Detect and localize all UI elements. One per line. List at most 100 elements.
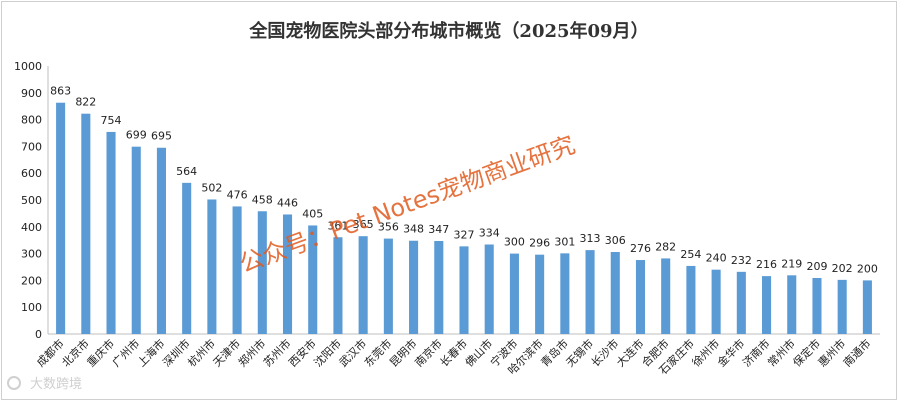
data-label: 216 — [756, 258, 777, 271]
bar — [862, 280, 872, 334]
x-tick-label: 常州市 — [765, 336, 798, 369]
y-tick-label: 900 — [21, 87, 42, 100]
bar — [787, 275, 797, 334]
data-label: 313 — [580, 232, 601, 245]
y-tick-label: 400 — [21, 221, 42, 234]
x-tick-label: 武汉市 — [336, 336, 369, 369]
bar — [282, 214, 293, 334]
data-label: 296 — [529, 237, 550, 250]
data-label: 240 — [706, 252, 727, 265]
bar — [686, 265, 696, 334]
data-label: 200 — [857, 262, 878, 275]
y-tick-label: 700 — [21, 140, 42, 153]
data-label: 232 — [731, 254, 752, 267]
bar — [156, 147, 166, 334]
data-label: 699 — [126, 129, 147, 142]
bar — [635, 260, 646, 334]
bar — [409, 240, 419, 334]
x-tick-label: 青岛市 — [538, 336, 571, 369]
data-label: 276 — [630, 242, 651, 255]
bar — [333, 237, 343, 334]
bar-series — [56, 102, 872, 334]
bar — [711, 269, 721, 334]
data-label: 502 — [201, 181, 222, 194]
y-tick-label: 200 — [21, 274, 42, 287]
data-label: 219 — [781, 257, 802, 270]
y-tick-label: 300 — [21, 248, 42, 261]
data-label: 356 — [378, 221, 399, 234]
footer-logo: 大数跨境 — [7, 376, 82, 392]
data-label: 202 — [832, 262, 853, 275]
footer-brand-text: 大数跨境 — [30, 377, 82, 392]
data-label: 327 — [454, 228, 475, 241]
bar — [661, 258, 671, 334]
data-label: 348 — [403, 223, 424, 236]
data-label: 458 — [252, 193, 273, 206]
chart-title: 全国宠物医院头部分布城市概览（2025年09月） — [248, 20, 648, 42]
x-tick-label: 郑州市 — [235, 336, 268, 369]
y-tick-label: 800 — [21, 114, 42, 127]
x-tick-label: 南京市 — [412, 336, 445, 369]
bar — [459, 246, 469, 334]
x-tick-label: 天津市 — [210, 336, 243, 369]
bar — [762, 276, 772, 334]
data-label: 405 — [302, 207, 323, 220]
data-label: 564 — [176, 165, 197, 178]
bar — [182, 182, 192, 334]
data-label: 254 — [680, 248, 701, 261]
bar — [207, 199, 217, 334]
x-tick-label: 昆明市 — [386, 336, 419, 369]
x-tick-label: 杭州市 — [185, 336, 218, 369]
data-label: 282 — [655, 240, 676, 253]
x-tick-label: 重庆市 — [84, 336, 117, 369]
x-tick-label: 惠州市 — [815, 336, 848, 369]
y-tick-label: 500 — [21, 194, 42, 207]
bar — [812, 277, 822, 334]
bar — [434, 241, 444, 334]
bar — [560, 253, 570, 334]
bar — [56, 102, 66, 334]
bar — [837, 279, 847, 334]
x-tick-label: 深圳市 — [160, 336, 193, 369]
y-axis-ticks: 0 100 200 300 400 500 600 700 800 900 1000 — [14, 60, 42, 341]
bar — [358, 236, 368, 334]
bar — [131, 146, 141, 334]
y-tick-label: 1000 — [14, 60, 42, 73]
x-tick-label: 保定市 — [790, 336, 823, 369]
data-label: 209 — [806, 260, 827, 273]
y-tick-label: 100 — [21, 301, 42, 314]
bar — [535, 254, 545, 334]
brand-logo-icon — [7, 376, 21, 390]
x-tick-label: 广州市 — [109, 336, 142, 369]
x-tick-label: 东莞市 — [361, 336, 394, 369]
x-tick-label: 长沙市 — [588, 336, 621, 369]
y-tick-label: 600 — [21, 167, 42, 180]
x-tick-label: 北京市 — [59, 336, 92, 369]
x-tick-label: 无锡市 — [563, 336, 596, 369]
data-label: 334 — [479, 226, 500, 239]
x-tick-label: 徐州市 — [689, 336, 722, 369]
data-label: 347 — [428, 223, 449, 236]
bar — [509, 253, 519, 334]
data-label: 300 — [504, 236, 525, 249]
y-tick-label: 0 — [35, 328, 42, 341]
bar — [610, 251, 620, 334]
category-labels: 成都市北京市重庆市广州市上海市深圳市杭州市天津市郑州市苏州市西安市沈阳市武汉市东… — [33, 336, 873, 377]
x-tick-label: 大连市 — [613, 336, 646, 369]
x-tick-label: 金华市 — [714, 336, 747, 369]
bar — [106, 131, 116, 334]
bar — [81, 113, 91, 334]
bar — [257, 211, 267, 334]
x-tick-label: 苏州市 — [260, 336, 293, 369]
x-tick-label: 济南市 — [739, 336, 772, 369]
x-tick-label: 南通市 — [840, 336, 873, 369]
data-label: 301 — [554, 235, 575, 248]
data-label: 306 — [605, 234, 626, 247]
x-tick-label: 上海市 — [134, 336, 167, 369]
data-label: 754 — [101, 114, 122, 127]
bar — [736, 271, 746, 334]
x-tick-label: 成都市 — [33, 336, 66, 369]
data-label: 822 — [75, 96, 96, 109]
